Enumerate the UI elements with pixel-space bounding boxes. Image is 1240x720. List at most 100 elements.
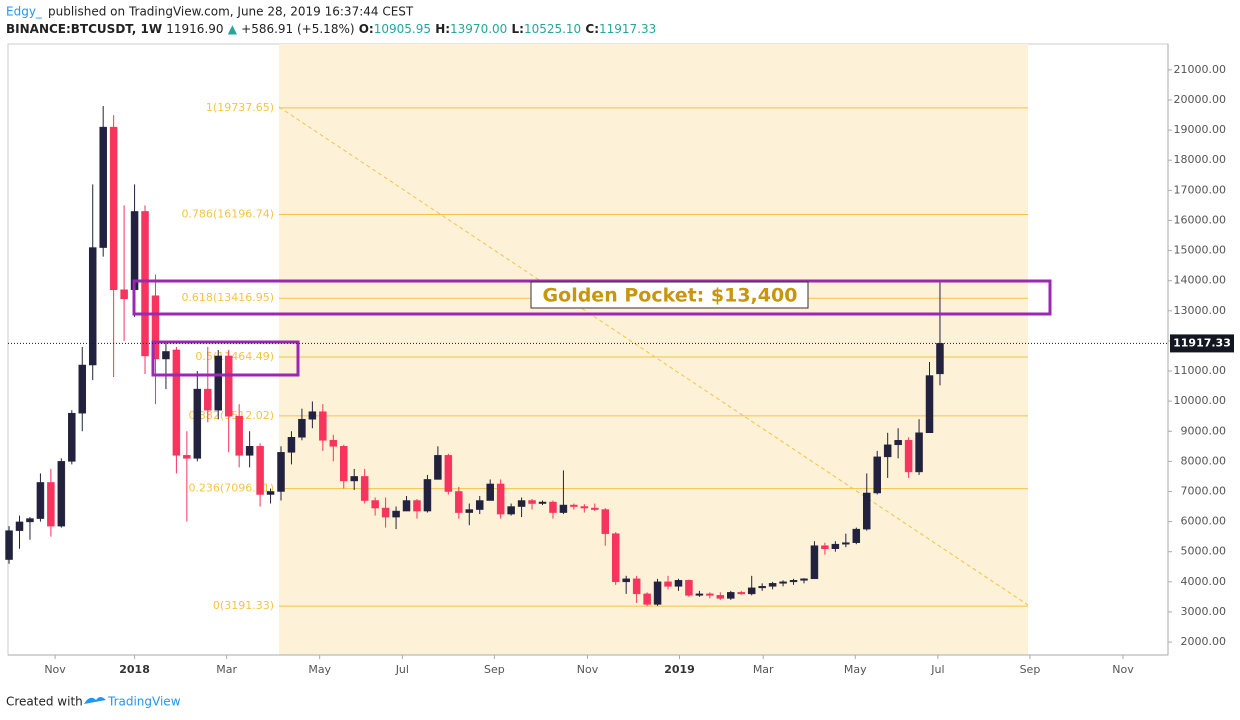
y-tick-label: 3000.00 [1181,605,1227,618]
tv-logo [84,697,106,704]
ohlc-val: 11917.33 [599,22,656,36]
author[interactable]: Edgy_ [6,5,43,19]
candle-body [78,364,87,414]
ohlc-val: 10525.10 [524,22,581,36]
x-tick-label: Mar [753,663,774,676]
candle-body [120,289,128,300]
y-tick-label: 14000.00 [1174,274,1227,287]
candle-body [601,509,610,534]
fib-label: 0.5(11464.49) [195,350,274,363]
candle-body [486,483,494,501]
candle-body [214,355,222,411]
candle-body [162,351,170,360]
candle-body [727,592,735,599]
axis-labels: 2000.00 3000.00 4000.00 5000.00 6000.00 7000.… [8,63,1234,676]
candle-body [329,440,338,447]
candle-body [706,593,714,596]
y-tick-label: 15000.00 [1174,244,1227,257]
candle-body [517,500,526,507]
y-tick-label: 7000.00 [1181,484,1227,497]
last-price-label: 11917.33 [1173,336,1231,349]
golden-pocket-zone [132,279,1052,316]
footer-created: Created with [6,695,83,709]
candle-body [434,455,442,480]
candle-body [455,491,463,513]
candle-body [350,476,358,482]
candle-body [863,492,871,530]
candle-body [256,446,264,495]
fib-label: 1(19737.65) [206,101,274,114]
candle-body [172,349,181,456]
candle-body [758,586,766,589]
candle-body [528,500,536,504]
y-tick-label: 5000.00 [1181,545,1227,558]
candle-body [695,593,704,596]
candle-body [674,580,683,587]
candle-body [245,446,254,456]
y-tick-label: 21000.00 [1174,63,1227,76]
ohlc-key: H: [435,22,450,36]
fib-label: 0(3191.33) [213,599,274,612]
candle-body [883,444,892,458]
candle-body [308,411,317,420]
candle-body [57,461,66,527]
ohlc-val: 10905.95 [374,22,431,36]
candle-body [224,355,233,417]
x-tick-label: 2019 [664,663,695,676]
annotation: Golden Pocket: $13,400 [543,285,798,307]
candle-body [204,388,212,411]
candle-body [538,501,547,504]
candle-body [392,510,400,518]
x-tick-label: May [308,663,331,676]
x-tick-label: 2018 [119,663,150,676]
candle-body [465,509,474,513]
y-tick-label: 9000.00 [1181,424,1227,437]
y-tick-label: 20000.00 [1174,93,1227,106]
y-tick-label: 6000.00 [1181,515,1227,528]
candle-body [99,126,107,248]
candle-body [737,592,745,595]
candle-body [925,375,934,434]
fib-trend-line [278,106,1029,606]
candle-body [47,482,55,527]
candle-body [266,491,275,495]
candle-body [36,482,45,519]
candle-body [810,545,819,580]
x-tick-label: May [844,663,867,676]
candle-body [915,432,923,473]
candle-body [936,343,944,375]
x-tick-label: Sep [484,663,505,676]
y-tick-label: 10000.00 [1174,394,1227,407]
candle-body [591,507,599,510]
annotation-box [530,281,809,309]
candle-body [643,593,651,605]
candle-body [5,530,13,560]
x-tick-label: Jul [395,663,409,676]
fib-background [279,44,1028,655]
y-tick-label: 16000.00 [1174,213,1227,226]
candle-body [611,533,620,583]
candle-body [298,418,306,438]
candle-body [183,455,191,459]
candle-body [475,500,484,510]
y-tick-label: 19000.00 [1174,123,1227,136]
candle-body [507,506,515,515]
candle-body [413,500,421,512]
last: 11916.90 [166,22,223,36]
x-tick-label: Mar [216,663,237,676]
y-tick-label: 18000.00 [1174,153,1227,166]
footer-brand[interactable]: TradingView [107,695,181,709]
candle-body [193,388,202,459]
candle-body [580,506,589,509]
candle-body [235,415,243,456]
candle-body [88,247,97,366]
candle-body [789,580,798,583]
candles [5,106,944,606]
ohlc-key: O: [359,22,374,36]
candle-body [894,440,902,446]
candle-body [559,504,568,513]
candle-body [716,595,725,599]
candle-body [68,412,76,462]
x-tick-label: Sep [1020,663,1041,676]
